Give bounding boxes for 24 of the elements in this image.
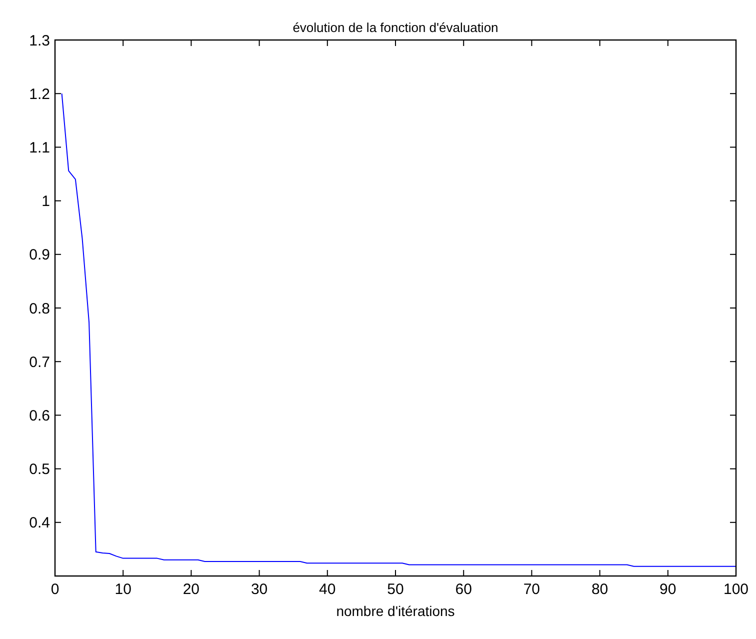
y-tick-label: 0.8	[29, 300, 50, 318]
x-tick-label: 20	[182, 581, 200, 598]
line-series	[61, 93, 736, 567]
x-tick-label: 40	[319, 581, 336, 598]
x-tick-label: 80	[591, 581, 608, 598]
x-tick-label: 30	[250, 581, 268, 598]
x-tick-label: 50	[387, 581, 404, 598]
y-tick-label: 0.5	[29, 461, 50, 478]
y-tick-label: 1.2	[29, 86, 50, 103]
y-tick-label: 1.3	[29, 32, 50, 50]
y-tick-label: 0.9	[29, 246, 50, 264]
y-tick-label: 1	[42, 193, 50, 210]
x-tick-label: 70	[523, 581, 540, 598]
chart-title: évolution de la fonction d'évaluation	[292, 20, 498, 35]
x-axis-title: nombre d'itérations	[336, 603, 455, 619]
x-tick-label: 60	[455, 581, 472, 598]
x-tick-label: 90	[660, 581, 676, 598]
y-tick-label: 0.4	[29, 514, 50, 532]
y-tick-label: 0.7	[29, 354, 50, 371]
x-tick-label: 100	[723, 581, 749, 598]
x-tick-label: 10	[114, 581, 132, 598]
y-tick-label: 0.6	[29, 407, 50, 424]
x-tick-label: 0	[50, 581, 60, 598]
y-tick-label: 1.1	[29, 139, 50, 156]
